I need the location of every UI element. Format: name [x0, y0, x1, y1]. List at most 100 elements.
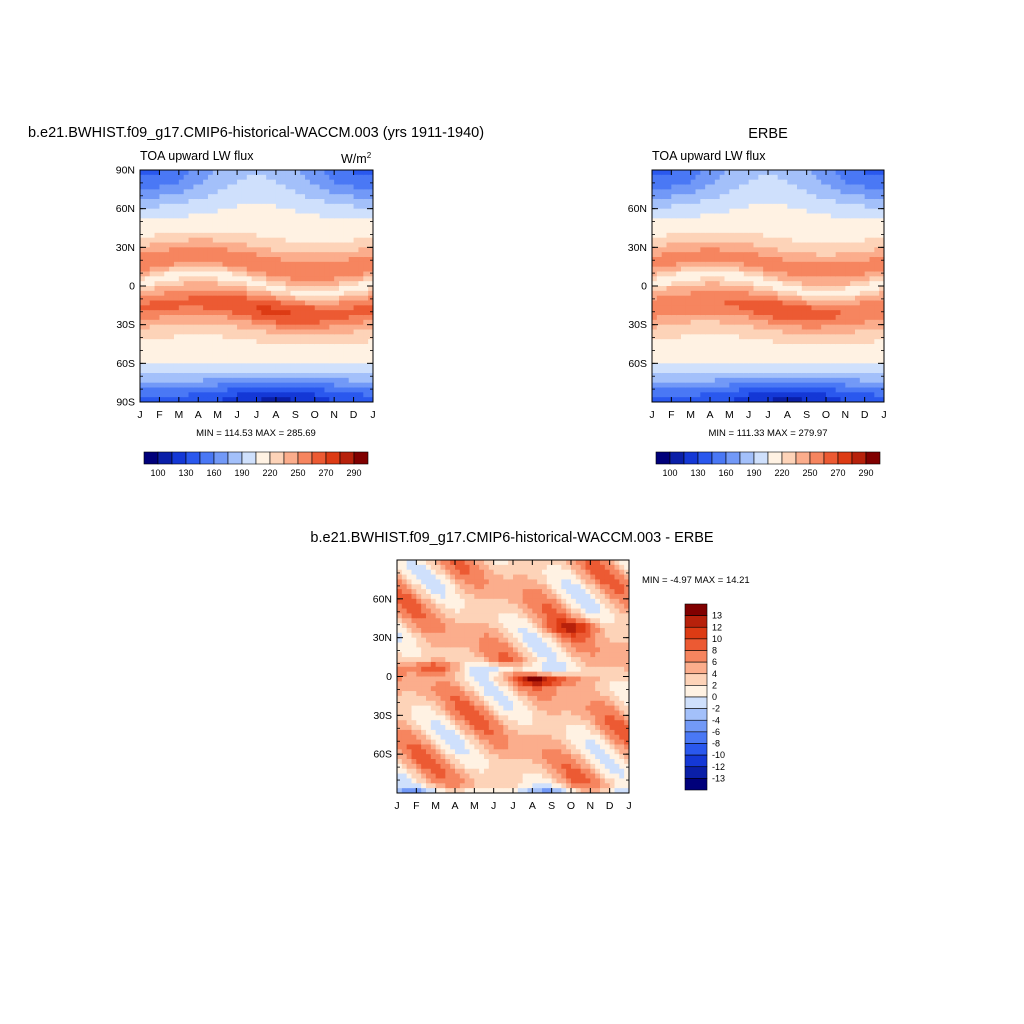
contour-cell	[652, 305, 658, 311]
contour-cell	[319, 363, 326, 369]
contour-cell	[700, 281, 706, 287]
contour-cell	[188, 179, 194, 186]
contour-cell	[671, 218, 677, 224]
contour-cell	[845, 377, 851, 384]
contour-cell	[661, 286, 668, 292]
contour-cell	[159, 319, 165, 326]
contour-cell	[753, 387, 759, 393]
contour-cell	[295, 286, 301, 292]
contour-cell	[845, 392, 851, 398]
contour-cell	[261, 373, 267, 379]
contour-cell	[869, 247, 875, 253]
contour-cell	[685, 218, 692, 224]
contour-cell	[363, 218, 369, 224]
contour-cell	[290, 184, 296, 190]
contour-cell	[695, 228, 701, 234]
contour-cell	[719, 344, 726, 350]
contour-cell	[222, 257, 228, 263]
contour-cell	[227, 242, 233, 248]
contour-cell	[840, 179, 846, 186]
contour-cell	[149, 218, 156, 224]
contour-cell	[869, 358, 875, 364]
contour-cell	[792, 203, 798, 210]
contour-cell	[695, 382, 701, 389]
contour-cell	[285, 276, 292, 282]
contour-cell	[801, 363, 808, 369]
contour-cell	[719, 223, 726, 229]
contour-cell	[173, 271, 180, 277]
contour-cell	[869, 397, 875, 402]
contour-cell	[724, 170, 730, 176]
contour-cell	[811, 305, 817, 311]
contour-cell	[811, 295, 817, 302]
contour-cell	[241, 305, 248, 311]
contour-cell	[826, 373, 832, 379]
contour-cell	[835, 329, 842, 335]
contour-cell	[363, 261, 369, 268]
contour-cell	[792, 300, 798, 306]
contour-cell	[652, 208, 658, 215]
contour-cell	[169, 218, 175, 224]
contour-cell	[869, 319, 875, 326]
contour-cell	[314, 290, 321, 297]
contour-cell	[879, 353, 884, 360]
contour-cell	[207, 353, 214, 360]
contour-cell	[246, 223, 253, 229]
contour-cell	[280, 170, 287, 176]
contour-cell	[309, 373, 316, 379]
contour-cell	[339, 199, 345, 205]
contour-cell	[840, 310, 846, 316]
contour-cell	[719, 300, 726, 306]
contour-cell	[763, 203, 769, 210]
contour-cell	[154, 213, 161, 219]
contour-cell	[358, 170, 364, 176]
contour-cell	[193, 368, 199, 374]
contour-cell	[319, 290, 326, 297]
contour-cell	[173, 170, 180, 176]
contour-cell	[295, 271, 301, 277]
contour-cell	[714, 290, 721, 297]
contour-cell	[772, 174, 779, 181]
contour-cell	[237, 387, 243, 393]
contour-cell	[154, 179, 161, 186]
contour-cell	[734, 392, 740, 398]
contour-cell	[358, 271, 364, 277]
contour-cell	[149, 377, 156, 384]
contour-cell	[739, 324, 745, 331]
contour-cell	[353, 377, 360, 384]
contour-cell	[845, 329, 851, 335]
contour-cell	[666, 387, 672, 393]
contour-cell	[772, 344, 779, 350]
contour-cell	[753, 203, 759, 210]
contour-cell	[275, 203, 282, 210]
contour-cell	[353, 271, 360, 277]
contour-cell	[232, 319, 238, 326]
contour-cell	[275, 373, 282, 379]
contour-cell	[295, 305, 301, 311]
contour-cell	[241, 300, 248, 306]
contour-cell	[811, 237, 817, 244]
contour-cell	[758, 184, 764, 190]
contour-cell	[787, 232, 793, 239]
contour-cell	[811, 377, 817, 384]
contour-cell	[787, 324, 793, 331]
contour-cell	[222, 184, 228, 190]
contour-cell	[859, 174, 866, 181]
contour-cell	[671, 397, 677, 402]
contour-cell	[816, 373, 822, 379]
contour-cell	[140, 329, 146, 335]
contour-cell	[198, 266, 204, 273]
contour-cell	[334, 397, 340, 402]
contour-cell	[835, 319, 842, 326]
contour-cell	[207, 324, 214, 331]
contour-cell	[874, 237, 880, 244]
contour-cell	[397, 584, 403, 590]
contour-cell	[797, 363, 803, 369]
contour-cell	[324, 223, 330, 229]
contour-cell	[753, 290, 759, 297]
contour-cell	[652, 252, 658, 258]
contour-cell	[748, 271, 755, 277]
contour-cell	[207, 310, 214, 316]
panel-model: b.e21.BWHIST.f09_g17.CMIP6-historical-WA…	[28, 125, 484, 478]
contour-cell	[772, 353, 779, 360]
